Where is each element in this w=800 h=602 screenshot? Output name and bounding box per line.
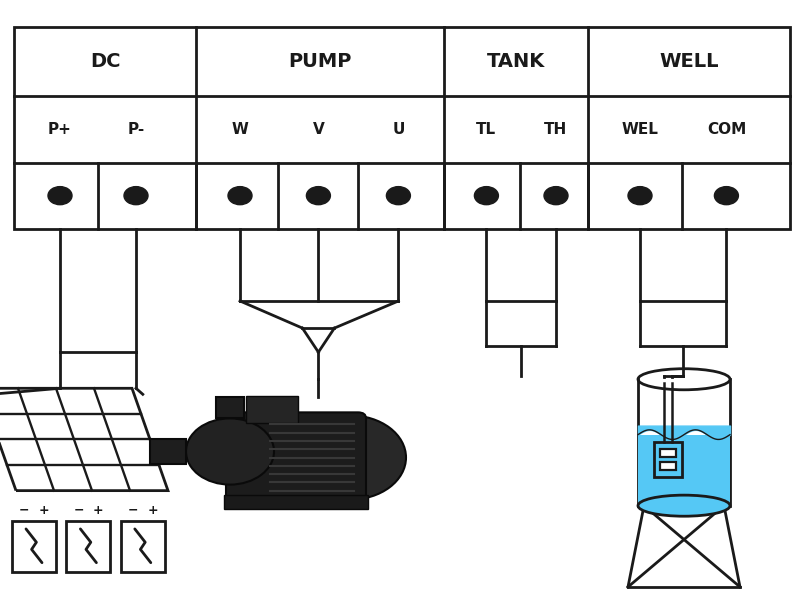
Text: +: + <box>38 503 49 517</box>
Polygon shape <box>654 442 682 477</box>
Text: −: − <box>128 503 138 517</box>
Circle shape <box>124 187 148 205</box>
Text: COM: COM <box>706 122 746 137</box>
Text: WEL: WEL <box>622 122 658 137</box>
Text: −: − <box>19 503 30 517</box>
Circle shape <box>714 187 738 205</box>
Circle shape <box>228 187 252 205</box>
Polygon shape <box>660 462 676 470</box>
Polygon shape <box>150 439 186 464</box>
Text: U: U <box>392 122 405 137</box>
Text: P+: P+ <box>48 122 72 137</box>
Circle shape <box>306 187 330 205</box>
Circle shape <box>628 187 652 205</box>
Ellipse shape <box>638 495 730 516</box>
Polygon shape <box>638 435 730 506</box>
Circle shape <box>474 187 498 205</box>
Circle shape <box>386 187 410 205</box>
Text: WELL: WELL <box>659 52 719 71</box>
FancyBboxPatch shape <box>246 396 298 423</box>
Circle shape <box>48 187 72 205</box>
Text: +: + <box>93 503 103 517</box>
Circle shape <box>544 187 568 205</box>
Text: P-: P- <box>127 122 145 137</box>
Text: PUMP: PUMP <box>288 52 352 71</box>
Text: −: − <box>74 503 84 517</box>
Polygon shape <box>215 397 245 418</box>
Text: V: V <box>313 122 324 137</box>
Text: TL: TL <box>476 122 497 137</box>
Text: TH: TH <box>544 122 568 137</box>
Circle shape <box>294 415 406 500</box>
Text: W: W <box>231 122 249 137</box>
Text: +: + <box>147 503 158 517</box>
Text: TANK: TANK <box>487 52 545 71</box>
Text: DC: DC <box>90 52 121 71</box>
FancyBboxPatch shape <box>226 412 366 503</box>
FancyBboxPatch shape <box>224 495 367 509</box>
Polygon shape <box>660 449 676 456</box>
Circle shape <box>186 418 274 485</box>
